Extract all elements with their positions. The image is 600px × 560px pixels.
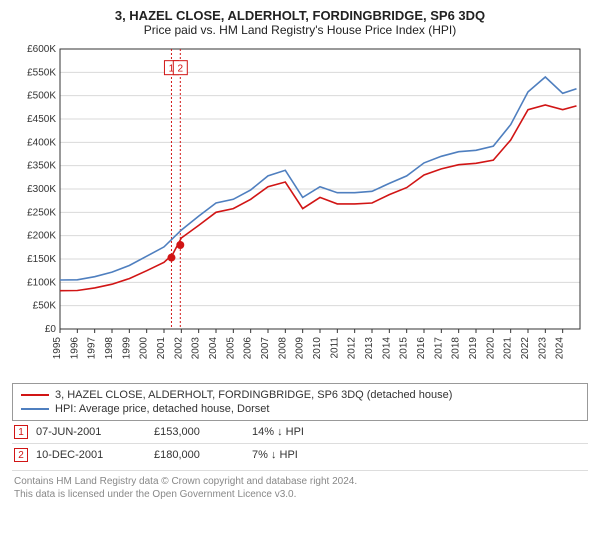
chart-area: £0 £50K £100K £150K £200K £250K £300K £350K £400… bbox=[12, 43, 588, 373]
sale-badge: 1 bbox=[14, 425, 28, 439]
sale-diff: 7% ↓ HPI bbox=[252, 449, 382, 461]
svg-text:2015: 2015 bbox=[399, 337, 410, 360]
sale-price: £153,000 bbox=[154, 426, 244, 438]
svg-text:2004: 2004 bbox=[208, 337, 219, 360]
svg-text:2023: 2023 bbox=[537, 337, 548, 360]
svg-text:2002: 2002 bbox=[173, 337, 184, 360]
svg-text:2024: 2024 bbox=[555, 337, 566, 360]
svg-text:2021: 2021 bbox=[503, 337, 514, 360]
legend-swatch-1 bbox=[21, 394, 49, 396]
svg-text:2012: 2012 bbox=[347, 337, 358, 360]
sale-row: 2 10-DEC-2001 £180,000 7% ↓ HPI bbox=[12, 444, 588, 466]
svg-text:£200K: £200K bbox=[27, 231, 56, 242]
footer-attribution: Contains HM Land Registry data © Crown c… bbox=[12, 470, 588, 505]
svg-text:£400K: £400K bbox=[27, 137, 56, 148]
sale-row: 1 07-JUN-2001 £153,000 14% ↓ HPI bbox=[12, 421, 588, 444]
sale-price: £180,000 bbox=[154, 449, 244, 461]
svg-text:£600K: £600K bbox=[27, 44, 56, 55]
svg-text:1996: 1996 bbox=[69, 337, 80, 360]
svg-text:2016: 2016 bbox=[416, 337, 427, 360]
svg-text:2003: 2003 bbox=[191, 337, 202, 360]
sale-date: 07-JUN-2001 bbox=[36, 426, 146, 438]
svg-text:2005: 2005 bbox=[225, 337, 236, 360]
svg-text:2020: 2020 bbox=[485, 337, 496, 360]
legend-swatch-2 bbox=[21, 408, 49, 410]
legend-item-series2: HPI: Average price, detached house, Dors… bbox=[21, 402, 579, 416]
svg-text:£250K: £250K bbox=[27, 207, 56, 218]
svg-text:£500K: £500K bbox=[27, 91, 56, 102]
svg-text:2014: 2014 bbox=[381, 337, 392, 360]
svg-text:1997: 1997 bbox=[87, 337, 98, 360]
svg-text:1995: 1995 bbox=[52, 337, 63, 360]
svg-text:2007: 2007 bbox=[260, 337, 271, 360]
svg-text:2000: 2000 bbox=[139, 337, 150, 360]
svg-text:2001: 2001 bbox=[156, 337, 167, 360]
legend-item-series1: 3, HAZEL CLOSE, ALDERHOLT, FORDINGBRIDGE… bbox=[21, 388, 579, 402]
svg-text:2019: 2019 bbox=[468, 337, 479, 360]
svg-text:1999: 1999 bbox=[121, 337, 132, 360]
svg-text:2: 2 bbox=[178, 64, 184, 75]
svg-text:2010: 2010 bbox=[312, 337, 323, 360]
svg-text:2011: 2011 bbox=[329, 337, 340, 359]
legend-label-2: HPI: Average price, detached house, Dors… bbox=[55, 403, 269, 415]
svg-text:£50K: £50K bbox=[33, 301, 57, 312]
sale-date: 10-DEC-2001 bbox=[36, 449, 146, 461]
svg-text:£100K: £100K bbox=[27, 277, 56, 288]
svg-text:2013: 2013 bbox=[364, 337, 375, 360]
svg-text:£150K: £150K bbox=[27, 254, 56, 265]
svg-text:£0: £0 bbox=[45, 324, 57, 335]
svg-text:2006: 2006 bbox=[243, 337, 254, 360]
svg-text:2009: 2009 bbox=[295, 337, 306, 360]
svg-text:1998: 1998 bbox=[104, 337, 115, 360]
svg-text:£550K: £550K bbox=[27, 67, 56, 78]
svg-text:£350K: £350K bbox=[27, 161, 56, 172]
sale-badge: 2 bbox=[14, 448, 28, 462]
chart-title: 3, HAZEL CLOSE, ALDERHOLT, FORDINGBRIDGE… bbox=[12, 8, 588, 23]
svg-text:£450K: £450K bbox=[27, 114, 56, 125]
legend-box: 3, HAZEL CLOSE, ALDERHOLT, FORDINGBRIDGE… bbox=[12, 383, 588, 421]
svg-text:2017: 2017 bbox=[433, 337, 444, 360]
sale-diff: 14% ↓ HPI bbox=[252, 426, 382, 438]
legend-label-1: 3, HAZEL CLOSE, ALDERHOLT, FORDINGBRIDGE… bbox=[55, 389, 452, 401]
svg-text:2008: 2008 bbox=[277, 337, 288, 360]
chart-subtitle: Price paid vs. HM Land Registry's House … bbox=[12, 23, 588, 37]
svg-text:2018: 2018 bbox=[451, 337, 462, 360]
svg-text:2022: 2022 bbox=[520, 337, 531, 360]
svg-text:£300K: £300K bbox=[27, 184, 56, 195]
